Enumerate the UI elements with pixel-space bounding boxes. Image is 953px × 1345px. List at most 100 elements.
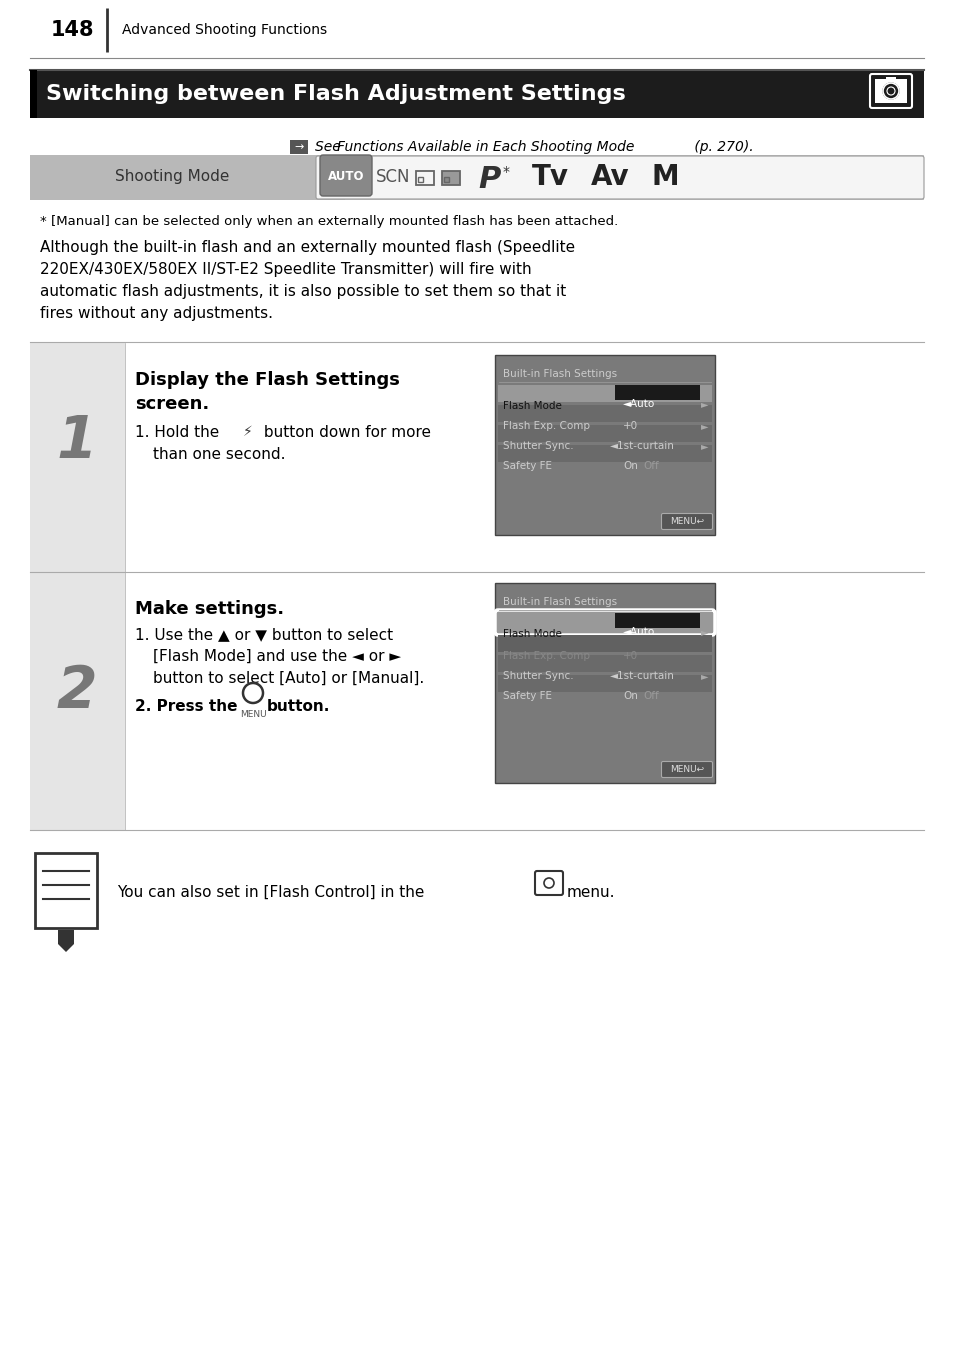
Text: button down for more: button down for more bbox=[258, 425, 431, 440]
Text: MENU: MENU bbox=[239, 710, 266, 720]
Bar bbox=[416, 171, 434, 186]
Bar bbox=[497, 405, 711, 422]
Bar bbox=[497, 385, 711, 402]
Text: Safety FE: Safety FE bbox=[502, 461, 552, 471]
Text: ►: ► bbox=[700, 399, 708, 409]
Text: 2: 2 bbox=[56, 663, 97, 720]
Text: Safety FE: Safety FE bbox=[502, 691, 552, 701]
Text: Flash Exp. Comp: Flash Exp. Comp bbox=[502, 421, 589, 430]
Text: Display the Flash Settings: Display the Flash Settings bbox=[135, 371, 399, 389]
Text: Built-in Flash Settings: Built-in Flash Settings bbox=[502, 597, 617, 607]
Text: ◄1st-curtain: ◄1st-curtain bbox=[609, 441, 674, 451]
Text: Off: Off bbox=[642, 461, 659, 471]
Text: [Flash Mode] and use the ◄ or ►: [Flash Mode] and use the ◄ or ► bbox=[152, 650, 400, 664]
FancyBboxPatch shape bbox=[660, 761, 712, 777]
Text: +0: +0 bbox=[622, 651, 638, 660]
Text: ►: ► bbox=[700, 441, 708, 451]
Bar bbox=[30, 70, 37, 118]
Text: button.: button. bbox=[267, 699, 330, 714]
Text: Shutter Sync.: Shutter Sync. bbox=[502, 441, 573, 451]
Polygon shape bbox=[58, 944, 74, 952]
Text: Av: Av bbox=[590, 163, 629, 191]
Text: Shooting Mode: Shooting Mode bbox=[114, 169, 229, 184]
Bar bbox=[35, 853, 97, 928]
Bar bbox=[615, 613, 700, 628]
Text: Shutter Sync.: Shutter Sync. bbox=[502, 671, 573, 681]
Text: Off: Off bbox=[642, 691, 659, 701]
FancyBboxPatch shape bbox=[660, 514, 712, 530]
Text: Flash Exp. Comp: Flash Exp. Comp bbox=[502, 651, 589, 660]
Text: (p. 270).: (p. 270). bbox=[689, 140, 753, 153]
FancyBboxPatch shape bbox=[315, 156, 923, 199]
Text: SCN: SCN bbox=[375, 168, 410, 186]
Bar bbox=[417, 178, 422, 182]
FancyBboxPatch shape bbox=[319, 155, 372, 196]
Bar bbox=[497, 675, 711, 691]
Text: ►: ► bbox=[700, 627, 708, 638]
Text: button to select [Auto] or [Manual].: button to select [Auto] or [Manual]. bbox=[152, 671, 424, 686]
Text: ◄Auto: ◄Auto bbox=[622, 399, 655, 409]
Text: MENU↩: MENU↩ bbox=[669, 765, 703, 775]
Bar bbox=[125, 343, 923, 572]
Text: You can also set in [Flash Control] in the: You can also set in [Flash Control] in t… bbox=[117, 885, 424, 900]
Text: *: * bbox=[502, 165, 510, 179]
Text: screen.: screen. bbox=[135, 395, 209, 413]
Text: ◄Auto: ◄Auto bbox=[622, 627, 655, 638]
Text: 1: 1 bbox=[56, 413, 97, 471]
Bar bbox=[497, 655, 711, 672]
Bar bbox=[495, 355, 714, 535]
Text: than one second.: than one second. bbox=[152, 447, 285, 461]
Bar bbox=[30, 572, 125, 830]
Text: ◄1st-curtain: ◄1st-curtain bbox=[609, 671, 674, 681]
Bar bbox=[290, 140, 308, 153]
Text: Switching between Flash Adjustment Settings: Switching between Flash Adjustment Setti… bbox=[46, 83, 625, 104]
Text: On: On bbox=[622, 461, 638, 471]
Text: MENU↩: MENU↩ bbox=[669, 518, 703, 526]
Bar bbox=[885, 77, 895, 81]
FancyBboxPatch shape bbox=[495, 611, 714, 635]
Text: Make settings.: Make settings. bbox=[135, 600, 284, 617]
Bar bbox=[58, 929, 74, 944]
Bar bbox=[30, 70, 923, 118]
Text: ⚡: ⚡ bbox=[243, 425, 253, 438]
Bar bbox=[441, 171, 459, 186]
Text: ►: ► bbox=[700, 671, 708, 681]
Text: Flash Mode: Flash Mode bbox=[502, 629, 561, 639]
Bar bbox=[495, 582, 714, 783]
Text: 2. Press the: 2. Press the bbox=[135, 699, 237, 714]
Text: AUTO: AUTO bbox=[328, 171, 364, 183]
Bar bbox=[30, 343, 125, 572]
Bar bbox=[497, 445, 711, 461]
Bar bbox=[497, 635, 711, 652]
Bar bbox=[874, 79, 906, 104]
Text: M: M bbox=[651, 163, 679, 191]
Text: * [Manual] can be selected only when an externally mounted flash has been attach: * [Manual] can be selected only when an … bbox=[40, 215, 618, 229]
Bar bbox=[30, 155, 923, 200]
Text: +0: +0 bbox=[622, 421, 638, 430]
Text: 1. Use the ▲ or ▼ button to select: 1. Use the ▲ or ▼ button to select bbox=[135, 627, 393, 642]
Text: 148: 148 bbox=[51, 20, 93, 40]
Text: Built-in Flash Settings: Built-in Flash Settings bbox=[502, 369, 617, 379]
Text: Although the built-in flash and an externally mounted flash (Speedlite: Although the built-in flash and an exter… bbox=[40, 239, 575, 256]
Bar bbox=[443, 178, 449, 182]
Text: P: P bbox=[478, 164, 500, 194]
Bar bbox=[125, 572, 923, 830]
Text: Flash Mode: Flash Mode bbox=[502, 401, 561, 412]
Text: Functions Available in Each Shooting Mode: Functions Available in Each Shooting Mod… bbox=[336, 140, 634, 153]
Text: On: On bbox=[622, 691, 638, 701]
Bar bbox=[497, 425, 711, 443]
Text: COPY: COPY bbox=[282, 545, 678, 815]
Text: menu.: menu. bbox=[566, 885, 615, 900]
Text: Advanced Shooting Functions: Advanced Shooting Functions bbox=[122, 23, 327, 38]
Text: →: → bbox=[294, 143, 303, 152]
Bar bbox=[615, 385, 700, 399]
Text: 220EX/430EX/580EX II/ST-E2 Speedlite Transmitter) will fire with: 220EX/430EX/580EX II/ST-E2 Speedlite Tra… bbox=[40, 262, 531, 277]
Text: ►: ► bbox=[700, 421, 708, 430]
Text: 1. Hold the: 1. Hold the bbox=[135, 425, 224, 440]
Bar bbox=[30, 155, 345, 200]
Text: automatic flash adjustments, it is also possible to set them so that it: automatic flash adjustments, it is also … bbox=[40, 284, 566, 299]
Text: Tv: Tv bbox=[531, 163, 568, 191]
Circle shape bbox=[882, 83, 898, 100]
Text: See: See bbox=[314, 140, 345, 153]
Text: fires without any adjustments.: fires without any adjustments. bbox=[40, 307, 273, 321]
